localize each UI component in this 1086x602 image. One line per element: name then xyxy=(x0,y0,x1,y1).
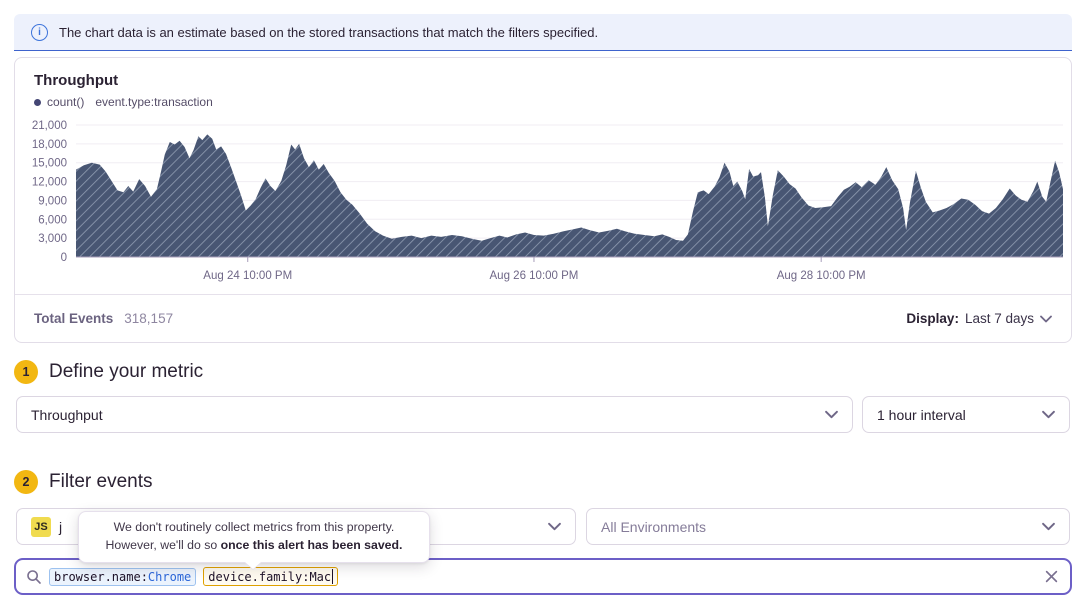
total-events: Total Events 318,157 xyxy=(34,311,173,326)
filter-token-device-family[interactable]: device.family:Mac xyxy=(203,567,338,586)
chart-title: Throughput xyxy=(34,72,118,89)
svg-text:15,000: 15,000 xyxy=(32,158,67,170)
total-events-value: 318,157 xyxy=(124,311,173,326)
legend-series-label: count() xyxy=(47,95,84,109)
legend-query-label: event.type:transaction xyxy=(95,95,212,109)
metric-select[interactable]: Throughput xyxy=(16,396,853,433)
legend-dot-icon xyxy=(34,99,41,106)
info-icon: i xyxy=(31,24,48,41)
svg-text:0: 0 xyxy=(61,252,67,264)
tooltip-line-2: However, we'll do so once this alert has… xyxy=(87,537,421,555)
svg-text:21,000: 21,000 xyxy=(32,120,67,132)
chevron-down-icon xyxy=(1040,315,1052,323)
metric-select-value: Throughput xyxy=(31,407,825,423)
chart-panel: Throughput count() event.type:transactio… xyxy=(14,57,1072,343)
clear-search-button[interactable] xyxy=(1045,570,1058,583)
text-cursor xyxy=(332,569,333,584)
javascript-platform-icon: JS xyxy=(31,517,51,537)
svg-text:Aug 26 10:00 PM: Aug 26 10:00 PM xyxy=(490,270,579,282)
tooltip-line-1: We don't routinely collect metrics from … xyxy=(87,519,421,537)
info-banner-text: The chart data is an estimate based on t… xyxy=(59,25,598,40)
svg-text:12,000: 12,000 xyxy=(32,177,67,189)
chevron-down-icon xyxy=(1042,410,1055,419)
svg-text:Aug 24 10:00 PM: Aug 24 10:00 PM xyxy=(203,270,292,282)
chevron-down-icon xyxy=(825,410,838,419)
interval-select[interactable]: 1 hour interval xyxy=(862,396,1070,433)
define-metric-section-header: 1 Define your metric xyxy=(14,360,203,384)
step-1-badge: 1 xyxy=(14,360,38,384)
alert-builder-page: i The chart data is an estimate based on… xyxy=(0,0,1086,602)
svg-text:18,000: 18,000 xyxy=(32,139,67,151)
define-metric-title: Define your metric xyxy=(49,361,203,383)
display-value: Last 7 days xyxy=(965,311,1034,326)
filter-events-title: Filter events xyxy=(49,471,152,493)
close-icon xyxy=(1045,570,1058,583)
metrics-collection-tooltip: We don't routinely collect metrics from … xyxy=(78,511,430,563)
info-banner: i The chart data is an estimate based on… xyxy=(14,14,1072,51)
svg-text:3,000: 3,000 xyxy=(38,233,67,245)
interval-select-value: 1 hour interval xyxy=(877,407,1042,423)
filter-token-browser-name[interactable]: browser.name:Chrome xyxy=(49,568,196,586)
chart-legend: count() event.type:transaction xyxy=(34,95,213,109)
svg-text:Aug 28 10:00 PM: Aug 28 10:00 PM xyxy=(777,270,866,282)
display-label: Display: xyxy=(906,311,959,326)
svg-text:9,000: 9,000 xyxy=(38,195,67,207)
chart-footer: Total Events 318,157 Display: Last 7 day… xyxy=(15,294,1071,342)
tooltip-caret xyxy=(245,562,261,569)
search-icon xyxy=(26,569,42,585)
display-period-button[interactable]: Display: Last 7 days xyxy=(906,311,1052,326)
total-events-label: Total Events xyxy=(34,311,113,326)
svg-text:6,000: 6,000 xyxy=(38,214,67,226)
environment-select-value: All Environments xyxy=(601,519,1042,535)
filter-events-section-header: 2 Filter events xyxy=(14,470,152,494)
step-2-badge: 2 xyxy=(14,470,38,494)
chevron-down-icon xyxy=(1042,522,1055,531)
environment-select[interactable]: All Environments xyxy=(586,508,1070,545)
chevron-down-icon xyxy=(548,522,561,531)
filter-search-input[interactable]: browser.name:Chrome device.family:Mac xyxy=(14,558,1072,595)
throughput-area-chart: 0 3,000 6,000 9,000 12,000 15,000 18,000 21,000… xyxy=(15,113,1073,293)
